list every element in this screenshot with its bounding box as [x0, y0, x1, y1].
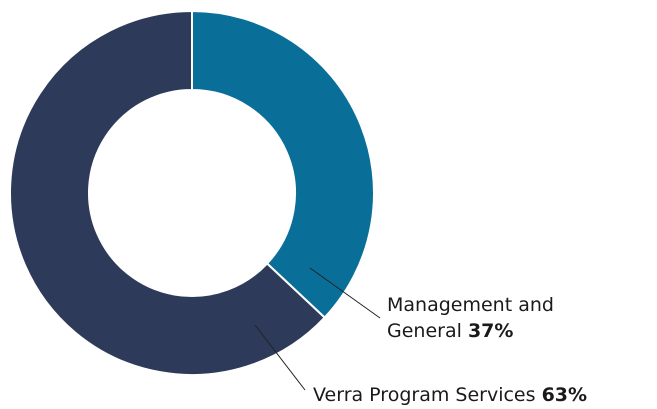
value-label: 63% [541, 384, 588, 406]
donut-slice [191, 9, 375, 320]
slice-label: Management and General 37% [387, 292, 602, 344]
leader-line [309, 267, 381, 319]
donut-slice [9, 9, 327, 376]
category-name: Verra Program Services [313, 384, 536, 406]
leader-line [254, 324, 306, 391]
slice-label: Verra Program Services 63% [313, 382, 587, 408]
value-label: 37% [467, 320, 514, 342]
category-name: Management and General [387, 294, 554, 342]
